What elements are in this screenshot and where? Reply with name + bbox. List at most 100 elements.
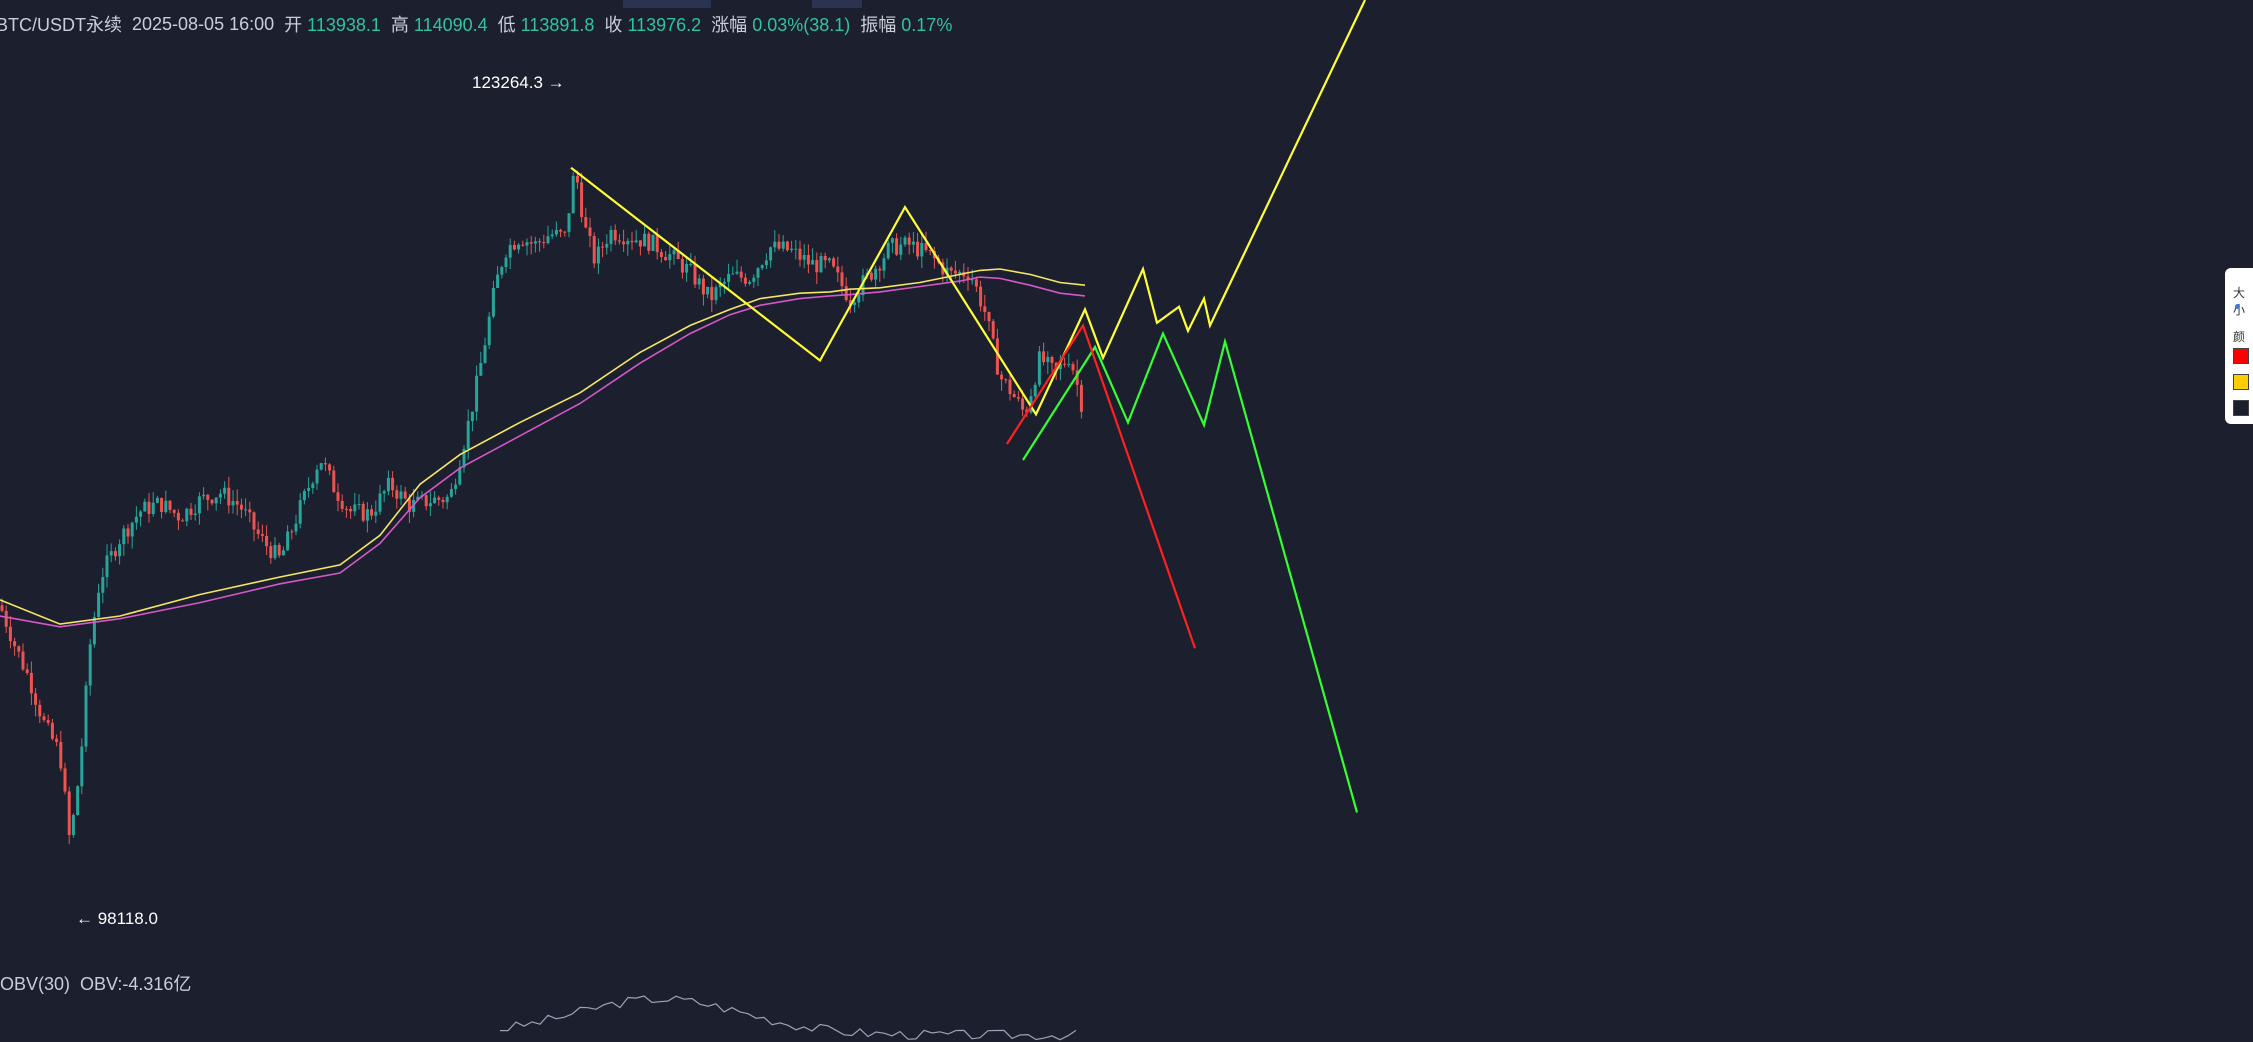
candle-body [462,448,466,468]
candle-body [512,244,516,250]
candle-body [563,231,567,233]
candle-body [617,240,621,242]
candle-body [395,490,399,499]
candle-body [46,720,50,723]
candle-body [38,704,42,717]
candle-body [294,523,298,532]
candle-body [340,500,344,509]
candle-body [487,316,491,346]
obv-name[interactable]: OBV(30) [0,974,71,994]
candle-body [945,267,949,275]
candle-body [17,646,21,652]
candle-body [983,306,987,313]
candle-body [874,268,878,280]
candle-body [235,501,239,505]
candle-body [449,488,453,497]
candle-body [256,529,260,535]
candle-body [777,241,781,249]
candle-body [735,271,739,274]
candle-body [84,685,88,747]
candle-body [118,544,122,557]
candle-body [571,175,575,214]
candle-body [882,258,886,271]
candle-body [1021,398,1025,410]
ohlc-header: BTC/USDT永续 2025-08-05 16:00 开 113938.1 高… [0,10,952,38]
candle-body [147,501,151,515]
candle-body [722,281,726,284]
candle-body [92,616,96,645]
candle-body [382,491,386,494]
candle-body [466,421,470,449]
candle-body [29,672,33,694]
candle-body [890,238,894,243]
candle-body [752,277,756,282]
candle-body [790,248,794,251]
candle-body [693,263,697,285]
candle-body [63,768,67,792]
candle-body [344,508,348,510]
candle-body [672,250,676,255]
candle-body [353,504,357,512]
candle-body [483,345,487,363]
candle-body [718,283,722,288]
candle-body [416,496,420,500]
candle-body [155,497,159,503]
candle-body [685,264,689,273]
scenario-red-line [1006,323,1197,649]
candle-body [315,469,319,484]
candle-body [928,250,932,252]
candle-body [231,501,235,506]
candle-body [88,644,92,686]
tab-indicator[interactable] [812,0,862,8]
candle-body [357,503,361,505]
candle-body [588,227,592,237]
candle-body [1016,397,1020,399]
close-value: 113976.2 [627,15,702,35]
candle-body [538,241,542,243]
candle-body [773,241,777,248]
candle-body [899,244,903,255]
candle-body [953,270,957,274]
candle-body [307,488,311,491]
candle-body [1071,364,1075,371]
candle-body [0,605,4,611]
candle-body [529,242,533,244]
candle-body [260,534,264,536]
candle-body [840,272,844,287]
candle-body [1067,364,1071,366]
candle-body [134,516,138,523]
high-value: 114090.4 [413,15,488,35]
candle-body [664,256,668,261]
candle-body [630,240,634,243]
size-dot-icon[interactable] [2235,304,2240,309]
candle-body [223,487,227,494]
tab-indicator[interactable] [623,0,711,8]
candle-body [848,300,852,306]
candle-body [966,276,970,280]
candle-body [475,375,479,412]
candle-body [706,286,710,295]
drawing-style-panel[interactable]: 大小 颜色 [2225,268,2253,424]
datetime-label: 2025-08-05 16:00 [132,13,275,34]
candle-body [143,501,147,512]
candle-body [403,491,407,499]
candle-body [823,256,827,261]
candle-body [71,814,75,836]
symbol-label[interactable]: BTC/USDT永续 [0,15,122,35]
candle-body [1008,379,1012,395]
candle-body [13,641,17,647]
candle-body [370,509,374,516]
candle-body [613,229,617,241]
candle-body [634,240,638,243]
candle-body [97,592,101,617]
color-swatch-dark[interactable] [2233,400,2249,416]
candle-body [659,252,663,257]
candle-body [949,267,953,271]
candle-body [265,535,269,547]
candle-body [286,531,290,551]
candle-body [861,275,865,296]
color-swatch-red[interactable] [2233,348,2249,364]
color-swatch-yellow[interactable] [2233,374,2249,390]
